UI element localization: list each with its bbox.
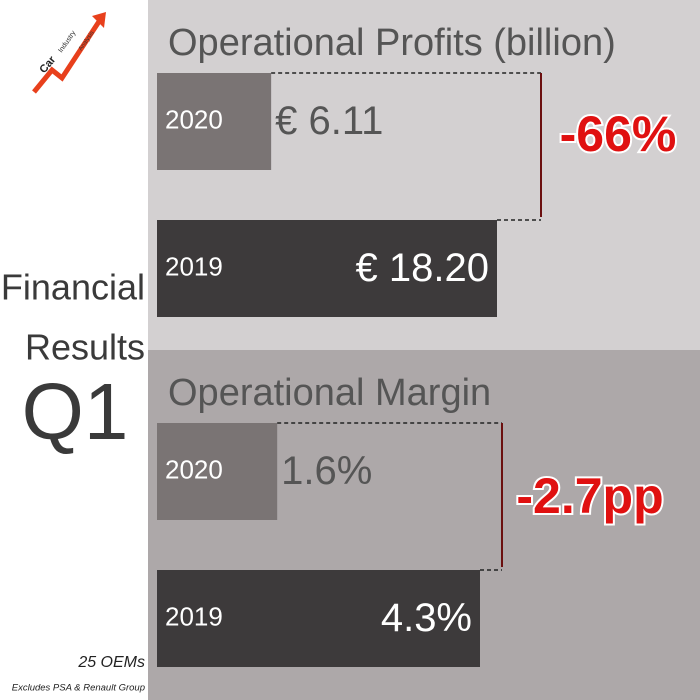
chart-title: Operational Margin <box>168 372 491 414</box>
side-title: Results <box>25 327 145 368</box>
category-label: 2019 <box>165 601 223 631</box>
bar <box>157 73 272 170</box>
chart-title: Operational Profits (billion) <box>168 22 616 64</box>
footer-note: 25 OEMs <box>77 654 145 671</box>
value-label: 1.6% <box>281 449 372 493</box>
change-annotation: -2.7pp <box>516 468 663 524</box>
logo-text: Industry <box>57 29 77 54</box>
change-annotation: -66% <box>560 106 677 162</box>
logo-arrow-head <box>92 12 106 28</box>
side-quarter: Q1 <box>22 367 129 456</box>
bar <box>157 220 497 317</box>
value-label: € 18.20 <box>356 246 489 290</box>
logo-arrow <box>32 18 103 94</box>
footer-subnote: Excludes PSA & Renault Group <box>12 683 145 694</box>
bar <box>157 423 278 520</box>
category-label: 2020 <box>165 454 223 484</box>
value-label: € 6.11 <box>275 99 383 143</box>
bar <box>157 570 480 667</box>
logo: Car Industry Analysis <box>32 12 106 94</box>
side-title: Financial <box>1 267 145 308</box>
logo-text: Analysis <box>78 30 96 52</box>
value-label: 4.3% <box>381 596 472 640</box>
category-label: 2020 <box>165 104 223 134</box>
category-label: 2019 <box>165 251 223 281</box>
